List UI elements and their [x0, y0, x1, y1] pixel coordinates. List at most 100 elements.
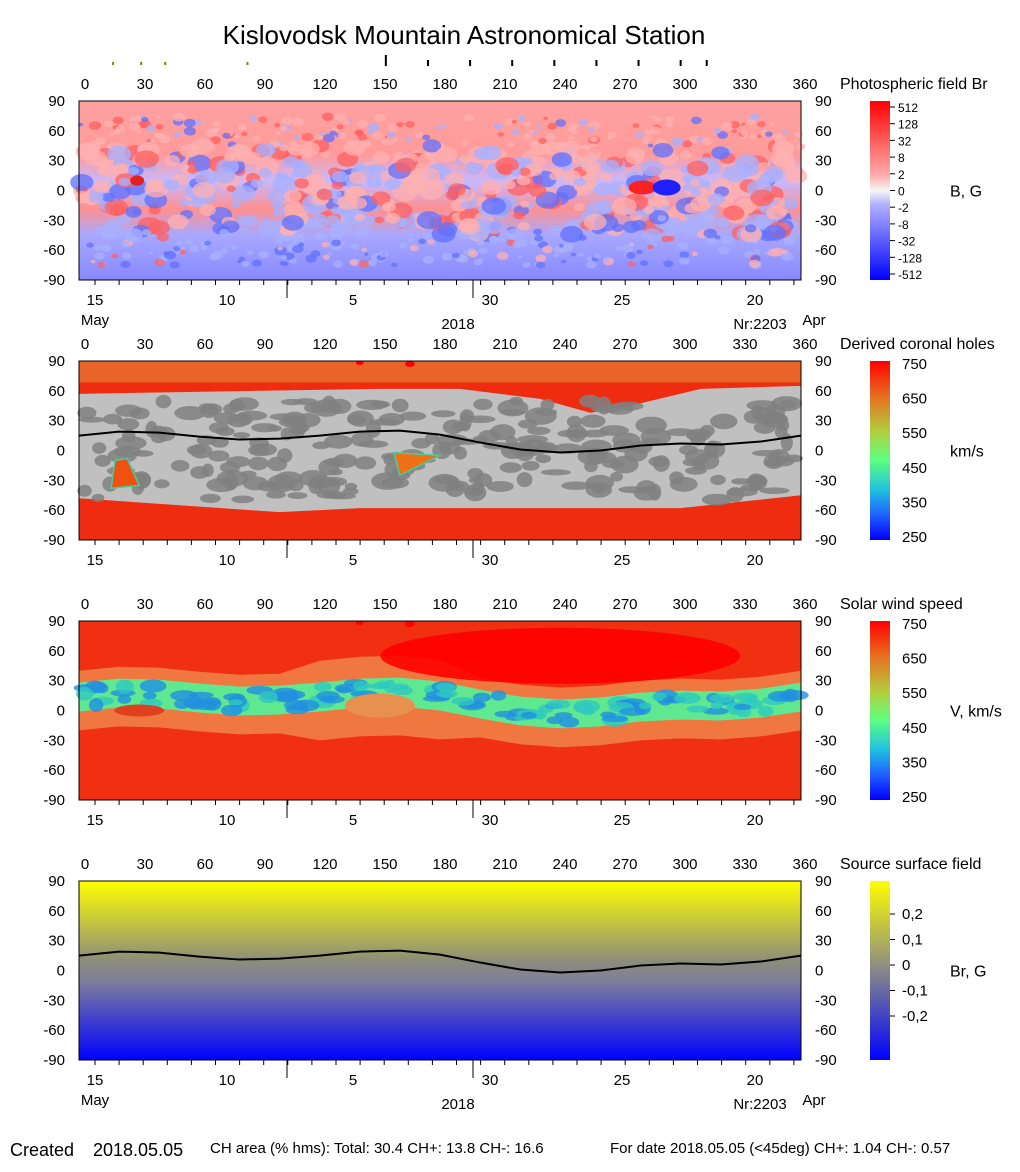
- field-patch: [504, 118, 515, 126]
- field-patch: [535, 254, 547, 263]
- ch-gray-patch: [433, 475, 458, 485]
- lat-tick-label-right: 90: [815, 353, 832, 370]
- field-patch: [772, 132, 782, 140]
- neutral-line: [78, 429, 802, 454]
- field-patch: [93, 244, 103, 251]
- field-patch: [237, 124, 247, 131]
- field-patch: [703, 228, 717, 239]
- field-patch: [301, 132, 314, 142]
- ch-gray-patch: [219, 461, 241, 474]
- field-patch: [173, 132, 182, 138]
- lat-tick-label-left: -30: [43, 992, 65, 1009]
- lat-tick-label-right: -30: [815, 732, 837, 749]
- date-label-month-right: Apr: [802, 312, 825, 329]
- ch-gray-patch: [516, 472, 533, 488]
- colorbar-gradient: [870, 881, 890, 1060]
- coronal-hole-south-2: [392, 451, 443, 477]
- lon-tick-label: 60: [197, 856, 214, 873]
- field-patch: [303, 174, 326, 191]
- lat-tick-label-left: 60: [48, 643, 65, 660]
- field-patch: [294, 178, 310, 189]
- slow-wind-cell: [702, 707, 729, 715]
- ch-gray-patch: [206, 477, 237, 493]
- ch-gray-patch: [208, 450, 230, 462]
- field-patch: [465, 162, 483, 175]
- slow-wind-cell: [520, 711, 537, 719]
- field-patch: [374, 216, 385, 224]
- ch-gray-patch: [499, 462, 522, 473]
- field-patch: [667, 235, 675, 242]
- field-patch: [723, 205, 745, 221]
- ch-gray-patch: [767, 449, 790, 465]
- field-patch: [661, 205, 671, 212]
- field-patch: [593, 182, 614, 196]
- lat-tick-label-left: -60: [43, 242, 65, 259]
- slow-wind-cell: [115, 679, 134, 694]
- field-patch: [621, 244, 634, 253]
- field-patch: [549, 172, 561, 181]
- field-patch: [522, 262, 531, 268]
- field-patch: [401, 242, 407, 246]
- field-patch: [252, 135, 261, 142]
- field-patch: [560, 225, 584, 243]
- field-patch: [251, 259, 262, 267]
- slow-wind-cell: [76, 686, 94, 701]
- field-patch: [746, 119, 756, 126]
- lon-tick-label: 360: [792, 336, 817, 353]
- lat-tick-label-right: -60: [815, 242, 837, 259]
- field-patch: [593, 253, 601, 259]
- field-patch: [682, 140, 693, 148]
- field-patch: [163, 179, 180, 191]
- lat-tick-label-left: 30: [48, 413, 65, 430]
- slow-wind-cell: [174, 699, 191, 709]
- ch-gray-patch: [199, 493, 221, 504]
- field-patch: [332, 260, 344, 268]
- field-patch: [293, 135, 300, 140]
- slow-wind-cell: [619, 707, 646, 716]
- ch-gray-patch: [442, 419, 464, 435]
- field-patch: [103, 120, 114, 128]
- slow-wind-cell: [674, 692, 701, 704]
- date-tick-label: 5: [349, 292, 357, 309]
- ch-gray-patch: [170, 460, 190, 472]
- slow-wind-cell: [170, 690, 198, 702]
- field-patch: [408, 233, 414, 238]
- colorbar-tick-label: 550: [902, 685, 927, 702]
- ch-gray-patch: [517, 419, 538, 429]
- field-patch: [635, 132, 644, 138]
- ch-gray-patch: [358, 440, 389, 448]
- field-patch: [576, 144, 601, 163]
- lon-tick-label: 120: [312, 596, 337, 613]
- field-patch: [194, 169, 217, 186]
- colorbar-tick-label: 0,2: [902, 906, 923, 923]
- slow-wind-cell: [733, 703, 752, 711]
- field-patch: [744, 224, 757, 233]
- colorbar-tick-label: 250: [902, 789, 927, 806]
- colorbar-tick-label: 750: [902, 356, 927, 373]
- lat-tick-label-right: -90: [815, 1052, 837, 1069]
- date-tick-label: 10: [219, 1072, 236, 1089]
- field-patch: [640, 160, 663, 177]
- field-patch: [293, 163, 313, 177]
- ch-gray-patch: [699, 424, 715, 437]
- field-patch: [464, 114, 475, 122]
- panel-title: Photospheric field Br: [840, 76, 988, 93]
- field-patch: [517, 221, 531, 231]
- ch-gray-patch: [749, 474, 768, 491]
- field-patch: [233, 134, 240, 139]
- lon-tick-label: 330: [732, 596, 757, 613]
- ch-gray-patch: [77, 484, 92, 497]
- ch-gray-patch: [333, 453, 358, 469]
- field-patch: [113, 128, 121, 135]
- field-patch: [534, 235, 544, 242]
- field-patch: [90, 259, 96, 264]
- field-patch: [351, 197, 368, 210]
- lat-tick-label-left: 30: [48, 673, 65, 690]
- lat-tick-label-left: 60: [48, 903, 65, 920]
- lat-tick-label-right: 90: [815, 613, 832, 630]
- field-patch: [391, 262, 398, 268]
- field-patch: [686, 160, 709, 177]
- ch-gray-patch: [77, 406, 97, 420]
- field-patch: [517, 115, 526, 122]
- slow-wind-cell: [558, 716, 580, 728]
